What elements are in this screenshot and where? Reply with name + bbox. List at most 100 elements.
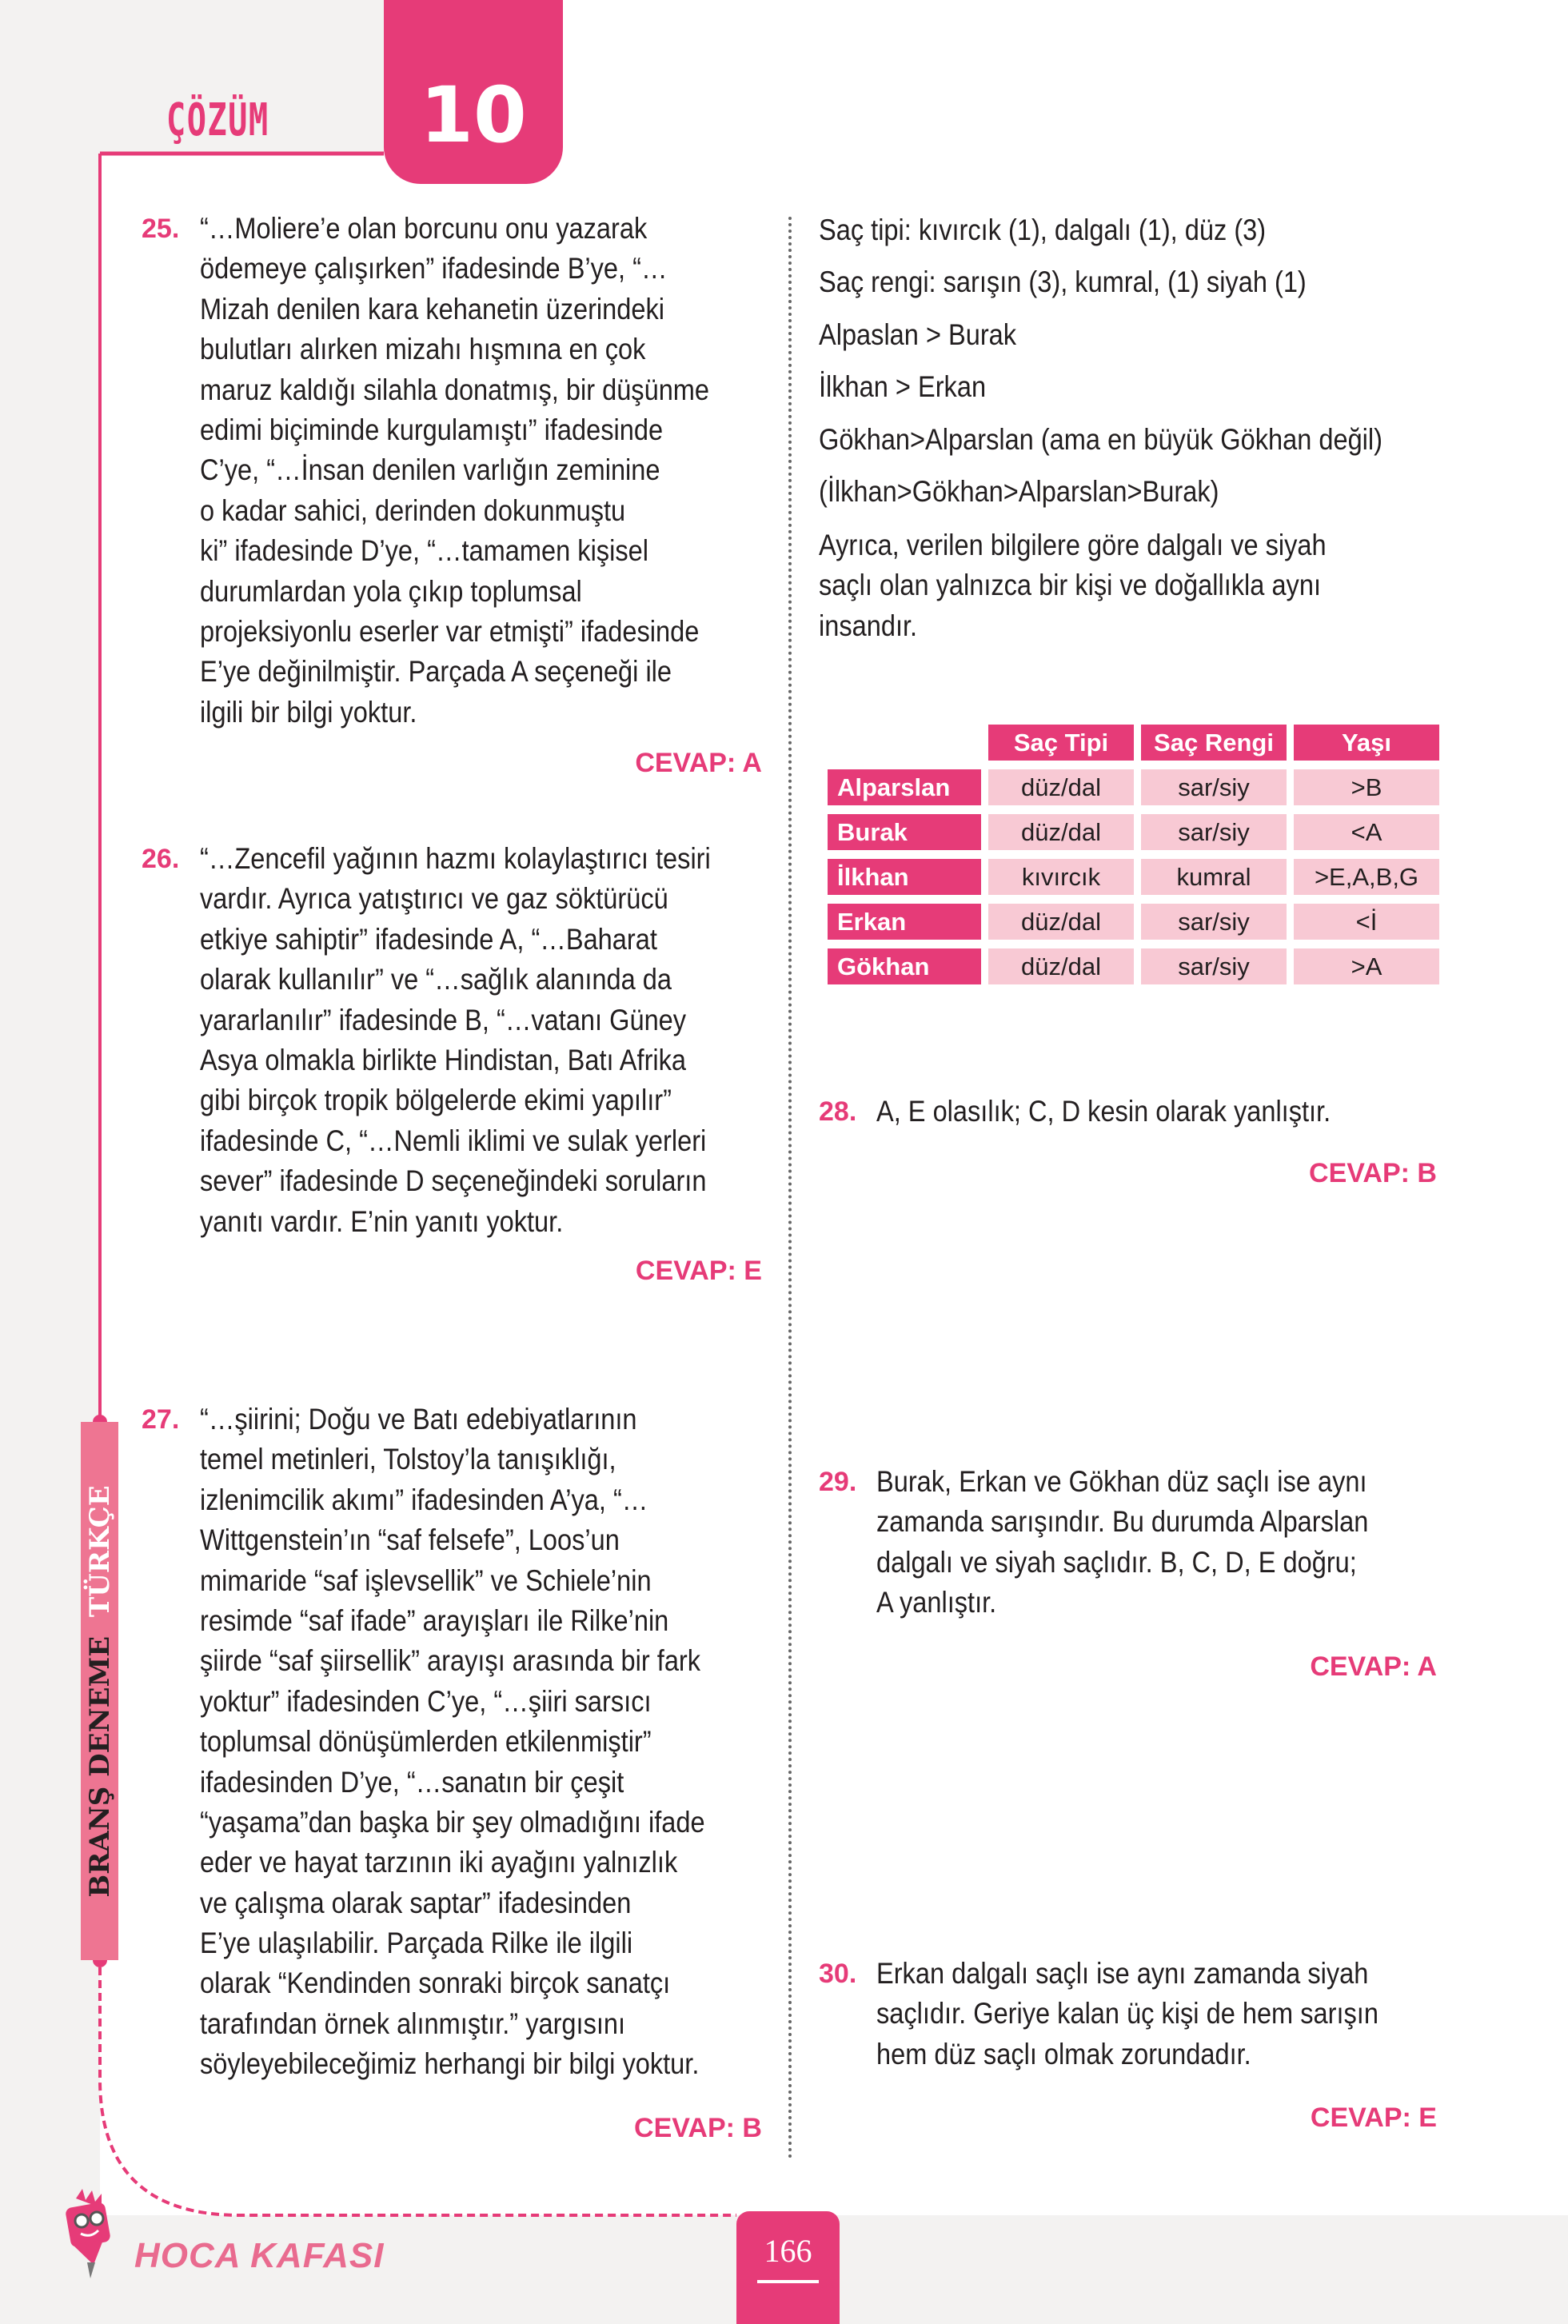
row-name: Gökhan (828, 948, 981, 984)
text-line: ifadesinde C, “…Nemli iklimi ve sulak ye… (200, 1124, 707, 1157)
table-cell: sar/siy (1141, 904, 1287, 940)
table-cell: >E,A,B,G (1294, 859, 1439, 895)
paragraph-line: saçlı olan yalnızca bir kişi ve doğallık… (819, 569, 1321, 602)
answer-label: CEVAP: E (1310, 2102, 1437, 2133)
table-cell: düz/dal (988, 769, 1134, 805)
test-number: 10 (420, 70, 527, 160)
text-line: “yaşama”dan başka bir şey olmadığını ifa… (200, 1805, 705, 1839)
table-cell: düz/dal (988, 814, 1134, 850)
question-number: 29. (819, 1467, 857, 1497)
text-line: resimde “saf ifade” arayışları ile Rilke… (200, 1603, 669, 1637)
sidebar-label: BRANŞ DENEME TÜRKÇE (81, 1422, 118, 1960)
text-line: eder ve hayat tarzının iki ayağını yalnı… (200, 1846, 678, 1879)
question-number: 30. (819, 1959, 857, 1989)
text-line: o kadar sahici, derinden dokunmuştu (200, 493, 626, 527)
text-line: gibi birçok tropik bölgelerde ekimi yapı… (200, 1084, 672, 1117)
solution-paragraph: Ayrıca, verilen bilgilere göre dalgalı v… (819, 525, 1395, 646)
question-number: 27. (142, 1404, 180, 1435)
table-cell: düz/dal (988, 904, 1134, 940)
text-line: Asya olmakla birlikte Hindistan, Batı Af… (200, 1043, 687, 1076)
text-line: ve çalışma olarak saptar” ifadesinden (200, 1886, 632, 1919)
top-margin (0, 0, 384, 154)
page-number: 166 (764, 2233, 812, 2269)
table-cell: kıvırcık (988, 859, 1134, 895)
text-line: E’ye ulaşılabilir. Parçada Rilke ile ilg… (200, 1927, 633, 1960)
question-number: 25. (142, 214, 180, 244)
table-corner (828, 725, 981, 761)
text-line: olarak kullanılır” ve “…sağlık alanında … (200, 963, 672, 996)
solution-facts: Saç tipi: kıvırcık (1), dalgalı (1), düz… (819, 210, 1459, 524)
row-name: Alparslan (828, 769, 981, 805)
table-cell: <İ (1294, 904, 1439, 940)
text-line: ödemeye çalışırken” ifadesinde B’ye, “… (200, 252, 668, 286)
paragraph-line: insandır. (819, 609, 918, 642)
fact-line: Gökhan>Alparslan (ama en büyük Gökhan de… (819, 422, 1382, 456)
text-line: E’ye değinilmiştir. Parçada A seçeneği i… (200, 655, 672, 689)
sidebar-main: BRANŞ DENEME (83, 1635, 116, 1898)
answer-label: CEVAP: B (1309, 1158, 1437, 1188)
table-header: Saç Rengi (1141, 725, 1287, 761)
text-line: temel metinleri, Tolstoy’la tanışıklığı, (200, 1443, 616, 1476)
text-line: şiirde “saf şiirsellik” arayışı arasında… (200, 1644, 701, 1678)
text-line: hem düz saçlı olmak zorundadır. (876, 2037, 1251, 2070)
table-cell: <A (1294, 814, 1439, 850)
answer-label: CEVAP: E (635, 1256, 762, 1286)
text-line: mimaride “saf işlevsellik” ve Schiele’ni… (200, 1563, 652, 1597)
text-line: A, E olasılık; C, D kesin olarak yanlışt… (876, 1095, 1331, 1128)
text-line: edimi biçiminde kurgulamıştı” ifadesinde (200, 413, 664, 446)
solution-table: Saç Tipi Saç Rengi Yaşı Alparslan düz/dal… (820, 716, 1446, 993)
text-line: sever” ifadesinde D seçeneğindeki sorula… (200, 1164, 707, 1198)
row-name: Burak (828, 814, 981, 850)
sidebar-subject: TÜRKÇE (83, 1484, 116, 1617)
table-row: Burak düz/dal sar/siy <A (828, 814, 1439, 850)
table-header: Saç Tipi (988, 725, 1134, 761)
table-cell: düz/dal (988, 948, 1134, 984)
table-cell: >A (1294, 948, 1439, 984)
section-title: ÇÖZÜM (166, 94, 269, 146)
fact-line: İlkhan > Erkan (819, 370, 987, 404)
text-line: C’ye, “…İnsan denilen varlığın zeminine (200, 453, 660, 487)
text-line: Erkan dalgalı saçlı ise aynı zamanda siy… (876, 1957, 1369, 1990)
paragraph-line: Ayrıca, verilen bilgilere göre dalgalı v… (819, 529, 1327, 561)
brand-logo-text: HOCA KAFASI (134, 2236, 385, 2275)
table-cell: kumral (1141, 859, 1287, 895)
table-header: Yaşı (1294, 725, 1439, 761)
text-line: yararlanılır” ifadesinde B, “…vatanı Gün… (200, 1003, 687, 1036)
fact-line: Alpaslan > Burak (819, 317, 1017, 351)
text-line: Wittgenstein’ın “saf felsefe”, Loos’un (200, 1523, 620, 1557)
text-line: “…şiirini; Doğu ve Batı edebiyatlarının (200, 1403, 637, 1436)
row-name: Erkan (828, 904, 981, 940)
text-line: zamanda sarışındır. Bu durumda Alparslan (876, 1505, 1369, 1539)
text-line: Burak, Erkan ve Gökhan düz saçlı ise ayn… (876, 1465, 1367, 1498)
text-line: toplumsal dönüşümlerden etkilenmiştir” (200, 1725, 652, 1759)
text-line: vardır. Ayrıca yatıştırıcı ve gaz söktür… (200, 882, 668, 916)
fact-line: Saç rengi: sarışın (3), kumral, (1) siya… (819, 266, 1307, 299)
table-cell: sar/siy (1141, 948, 1287, 984)
text-line: söyleyebileceğimiz herhangi bir bilgi yo… (200, 2047, 700, 2081)
text-line: izlenimcilik akımı” ifadesinden A’ya, “… (200, 1483, 648, 1516)
text-line: tarafından örnek alınmıştır.” yargısını (200, 2007, 626, 2040)
text-line: ifadesinden D’ye, “…sanatın bir çeşit (200, 1765, 624, 1799)
text-line: “…Zencefil yağının hazmı kolaylaştırıcı … (200, 842, 711, 875)
text-line: ki” ifadesinde D’ye, “…tamamen kişisel (200, 534, 648, 568)
page-number-box: 166 (736, 2211, 840, 2324)
table-row: İlkhan kıvırcık kumral >E,A,B,G (828, 859, 1439, 895)
table-row: Alparslan düz/dal sar/siy >B (828, 769, 1439, 805)
text-line: saçlıdır. Geriye kalan üç kişi de hem sa… (876, 1997, 1378, 2031)
answer-label: CEVAP: A (1310, 1651, 1437, 1682)
text-line: A yanlıştır. (876, 1586, 997, 1619)
answer-label: CEVAP: B (634, 2113, 762, 2143)
text-line: ilgili bir bilgi yoktur. (200, 695, 417, 729)
question-number: 26. (142, 844, 180, 874)
text-line: Mizah denilen kara kehanetin üzerindeki (200, 292, 665, 325)
text-line: yoktur” ifadesinden C’ye, “…şiiri sarsıc… (200, 1684, 652, 1718)
text-line: etkiye sahiptir” ifadesinde A, “…Baharat (200, 922, 657, 956)
text-line: yanıtı vardır. E’nin yanıtı yoktur. (200, 1204, 564, 1238)
text-line: durumlardan yola çıkıp toplumsal (200, 574, 582, 608)
text-line: projeksiyonlu eserler var etmişti” ifade… (200, 614, 700, 648)
text-line: maruz kaldığı silahla donatmış, bir düşü… (200, 373, 710, 406)
table-cell: >B (1294, 769, 1439, 805)
row-name: İlkhan (828, 859, 981, 895)
table-row: Gökhan düz/dal sar/siy >A (828, 948, 1439, 984)
column-separator (788, 217, 792, 2160)
